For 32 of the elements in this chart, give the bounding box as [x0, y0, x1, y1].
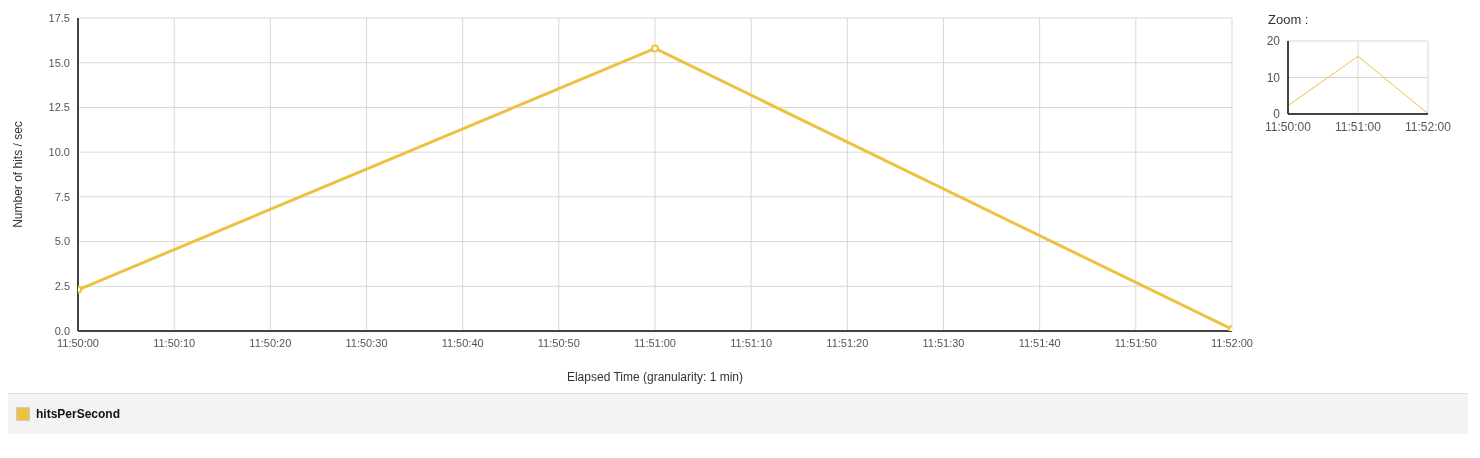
x-tick-label: 11:50:00 — [1265, 119, 1312, 134]
x-tick-label: 11:52:00 — [1405, 119, 1452, 134]
y-tick-label: 15.0 — [48, 56, 70, 69]
x-tick-label: 11:50:50 — [537, 336, 580, 349]
x-tick-label: 11:51:50 — [1114, 336, 1157, 349]
x-tick-label: 11:50:20 — [249, 336, 292, 349]
x-tick-label: 11:51:00 — [633, 336, 677, 349]
y-tick-label: 5.0 — [54, 235, 70, 248]
x-tick-label: 11:50:10 — [153, 336, 196, 349]
x-axis-title: Elapsed Time (granularity: 1 min) — [566, 370, 744, 384]
x-tick-label: 11:51:10 — [730, 336, 773, 349]
y-tick-label: 12.5 — [48, 101, 70, 114]
x-tick-label: 11:51:20 — [826, 336, 869, 349]
legend-label: hitsPerSecond — [36, 407, 121, 421]
x-tick-label: 11:52:00 — [1210, 336, 1254, 349]
point — [1228, 325, 1232, 331]
x-tick-label: 11:51:00 — [1335, 119, 1382, 134]
y-axis-title: Number of hits / sec — [11, 121, 26, 228]
y-tick-label: 0 — [1273, 107, 1281, 122]
chart-title: Zoom : — [1268, 12, 1310, 27]
y-tick-label: 10.0 — [48, 146, 70, 159]
x-tick-label: 11:51:30 — [922, 336, 965, 349]
y-tick-label: 0.0 — [54, 324, 70, 337]
y-tick-label: 10 — [1266, 70, 1281, 85]
x-tick-label: 11:50:00 — [56, 336, 100, 349]
y-tick-label: 17.5 — [48, 11, 70, 24]
y-tick-label: 2.5 — [54, 280, 70, 293]
x-tick-label: 11:50:40 — [441, 336, 484, 349]
x-tick-label: 11:51:40 — [1018, 336, 1061, 349]
y-tick-label: 7.5 — [54, 190, 70, 203]
y-tick-label: 20 — [1266, 34, 1281, 49]
x-tick-label: 11:50:30 — [345, 336, 388, 349]
